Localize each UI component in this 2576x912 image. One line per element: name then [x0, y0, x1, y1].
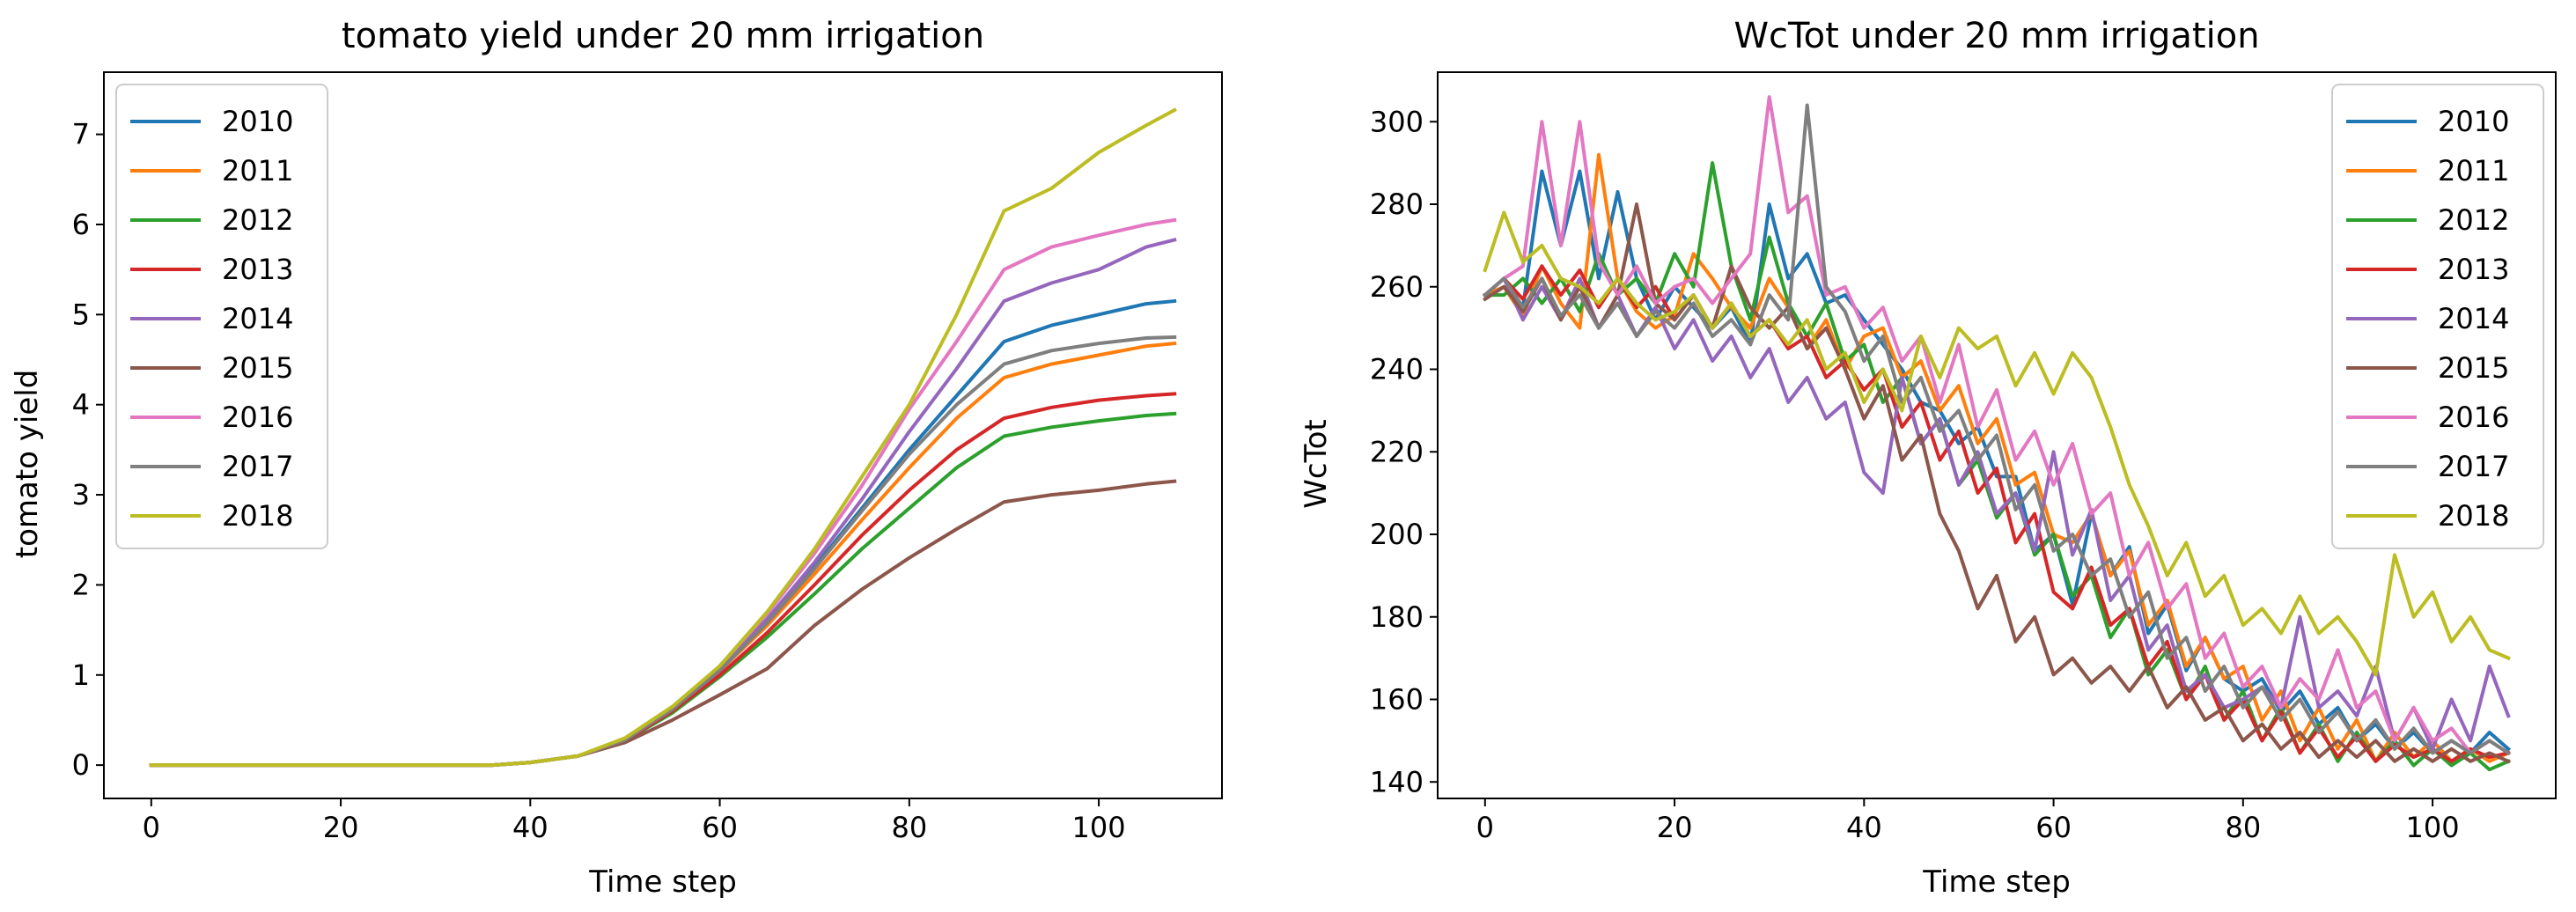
y-tick-label: 3 [72, 478, 90, 511]
y-axis-label: WcTot [1299, 419, 1334, 508]
x-tick-label: 100 [2406, 811, 2460, 844]
plot-frame [103, 71, 1223, 799]
legend-label: 2016 [2438, 401, 2509, 434]
legend-label: 2013 [222, 253, 293, 286]
legend-label: 2014 [2438, 302, 2509, 335]
series-line-2011 [1483, 152, 2511, 763]
legend-label: 2014 [222, 302, 293, 335]
legend-label: 2018 [222, 499, 293, 533]
wctot-chart-panel: WcTot under 20 mm irrigation Time step W… [1299, 16, 2557, 900]
series-line-2013 [1482, 264, 2511, 763]
legend-label: 2011 [222, 154, 293, 188]
y-tick-label: 5 [72, 298, 90, 331]
y-tick-label: 180 [1370, 600, 1424, 634]
x-tick-label: 0 [1476, 811, 1494, 844]
x-tick-label: 40 [1846, 811, 1882, 844]
x-axis-label: Time step [1922, 864, 2071, 900]
legend-box [2331, 84, 2544, 549]
legend: 2010 2011 2012 2013 2014 2015 2016 2017 2018 [115, 84, 328, 549]
series-line-2017 [1482, 103, 2511, 756]
chart-title: tomato yield under 20 mm irrigation [342, 16, 984, 56]
legend-label: 2012 [2438, 203, 2509, 237]
x-tick-label: 80 [891, 811, 927, 844]
y-tick-label: 160 [1370, 683, 1424, 717]
legend-box [115, 84, 328, 549]
y-tick-label: 4 [72, 388, 90, 422]
legend-label: 2010 [2438, 105, 2509, 138]
series-line-2016 [1482, 95, 2511, 756]
x-tick-label: 0 [143, 811, 160, 844]
plot-frame [1437, 71, 2557, 799]
y-tick-label: 200 [1370, 518, 1424, 551]
legend-label: 2015 [222, 351, 293, 385]
legend-label: 2016 [222, 401, 293, 434]
x-tick-label: 100 [1072, 811, 1126, 844]
series-lines [149, 107, 1177, 768]
legend-label: 2017 [222, 450, 293, 483]
chart-title: WcTot under 20 mm irrigation [1733, 16, 2259, 56]
legend-label: 2018 [2438, 499, 2509, 533]
y-tick-label: 280 [1370, 188, 1424, 221]
x-tick-label: 40 [512, 811, 548, 844]
x-tick-label: 20 [323, 811, 359, 844]
y-tick-label: 140 [1370, 765, 1424, 798]
legend-label: 2011 [2438, 154, 2509, 188]
legend-label: 2017 [2438, 450, 2509, 483]
x-tick-label: 20 [1657, 811, 1693, 844]
y-tick-label: 260 [1370, 270, 1424, 304]
legend-label: 2010 [222, 105, 293, 138]
legend-label: 2013 [2438, 253, 2509, 286]
series-lines [1482, 95, 2512, 772]
x-tick-label: 60 [702, 811, 738, 844]
legend-label: 2015 [2438, 351, 2509, 385]
y-tick-label: 7 [72, 118, 90, 151]
y-tick-label: 0 [72, 748, 90, 782]
y-tick-label: 220 [1370, 435, 1424, 468]
series-line-2018 [149, 107, 1177, 768]
x-axis-label: Time step [588, 864, 737, 900]
legend-label: 2012 [222, 203, 293, 237]
series-line-2014 [1482, 276, 2511, 751]
yield-chart-panel: tomato yield under 20 mm irrigation Time… [10, 16, 1223, 900]
x-tick-label: 80 [2225, 811, 2261, 844]
series-line-2018 [1483, 210, 2511, 677]
y-tick-label: 6 [72, 208, 90, 241]
y-tick-label: 300 [1370, 105, 1424, 138]
x-tick-label: 60 [2035, 811, 2072, 844]
y-tick-label: 1 [72, 658, 90, 692]
y-tick-label: 2 [72, 568, 90, 601]
y-tick-label: 240 [1370, 353, 1424, 386]
y-axis-label: tomato yield [10, 370, 45, 559]
legend: 2010 2011 2012 2013 2014 2015 2016 2017 2018 [2331, 84, 2544, 549]
